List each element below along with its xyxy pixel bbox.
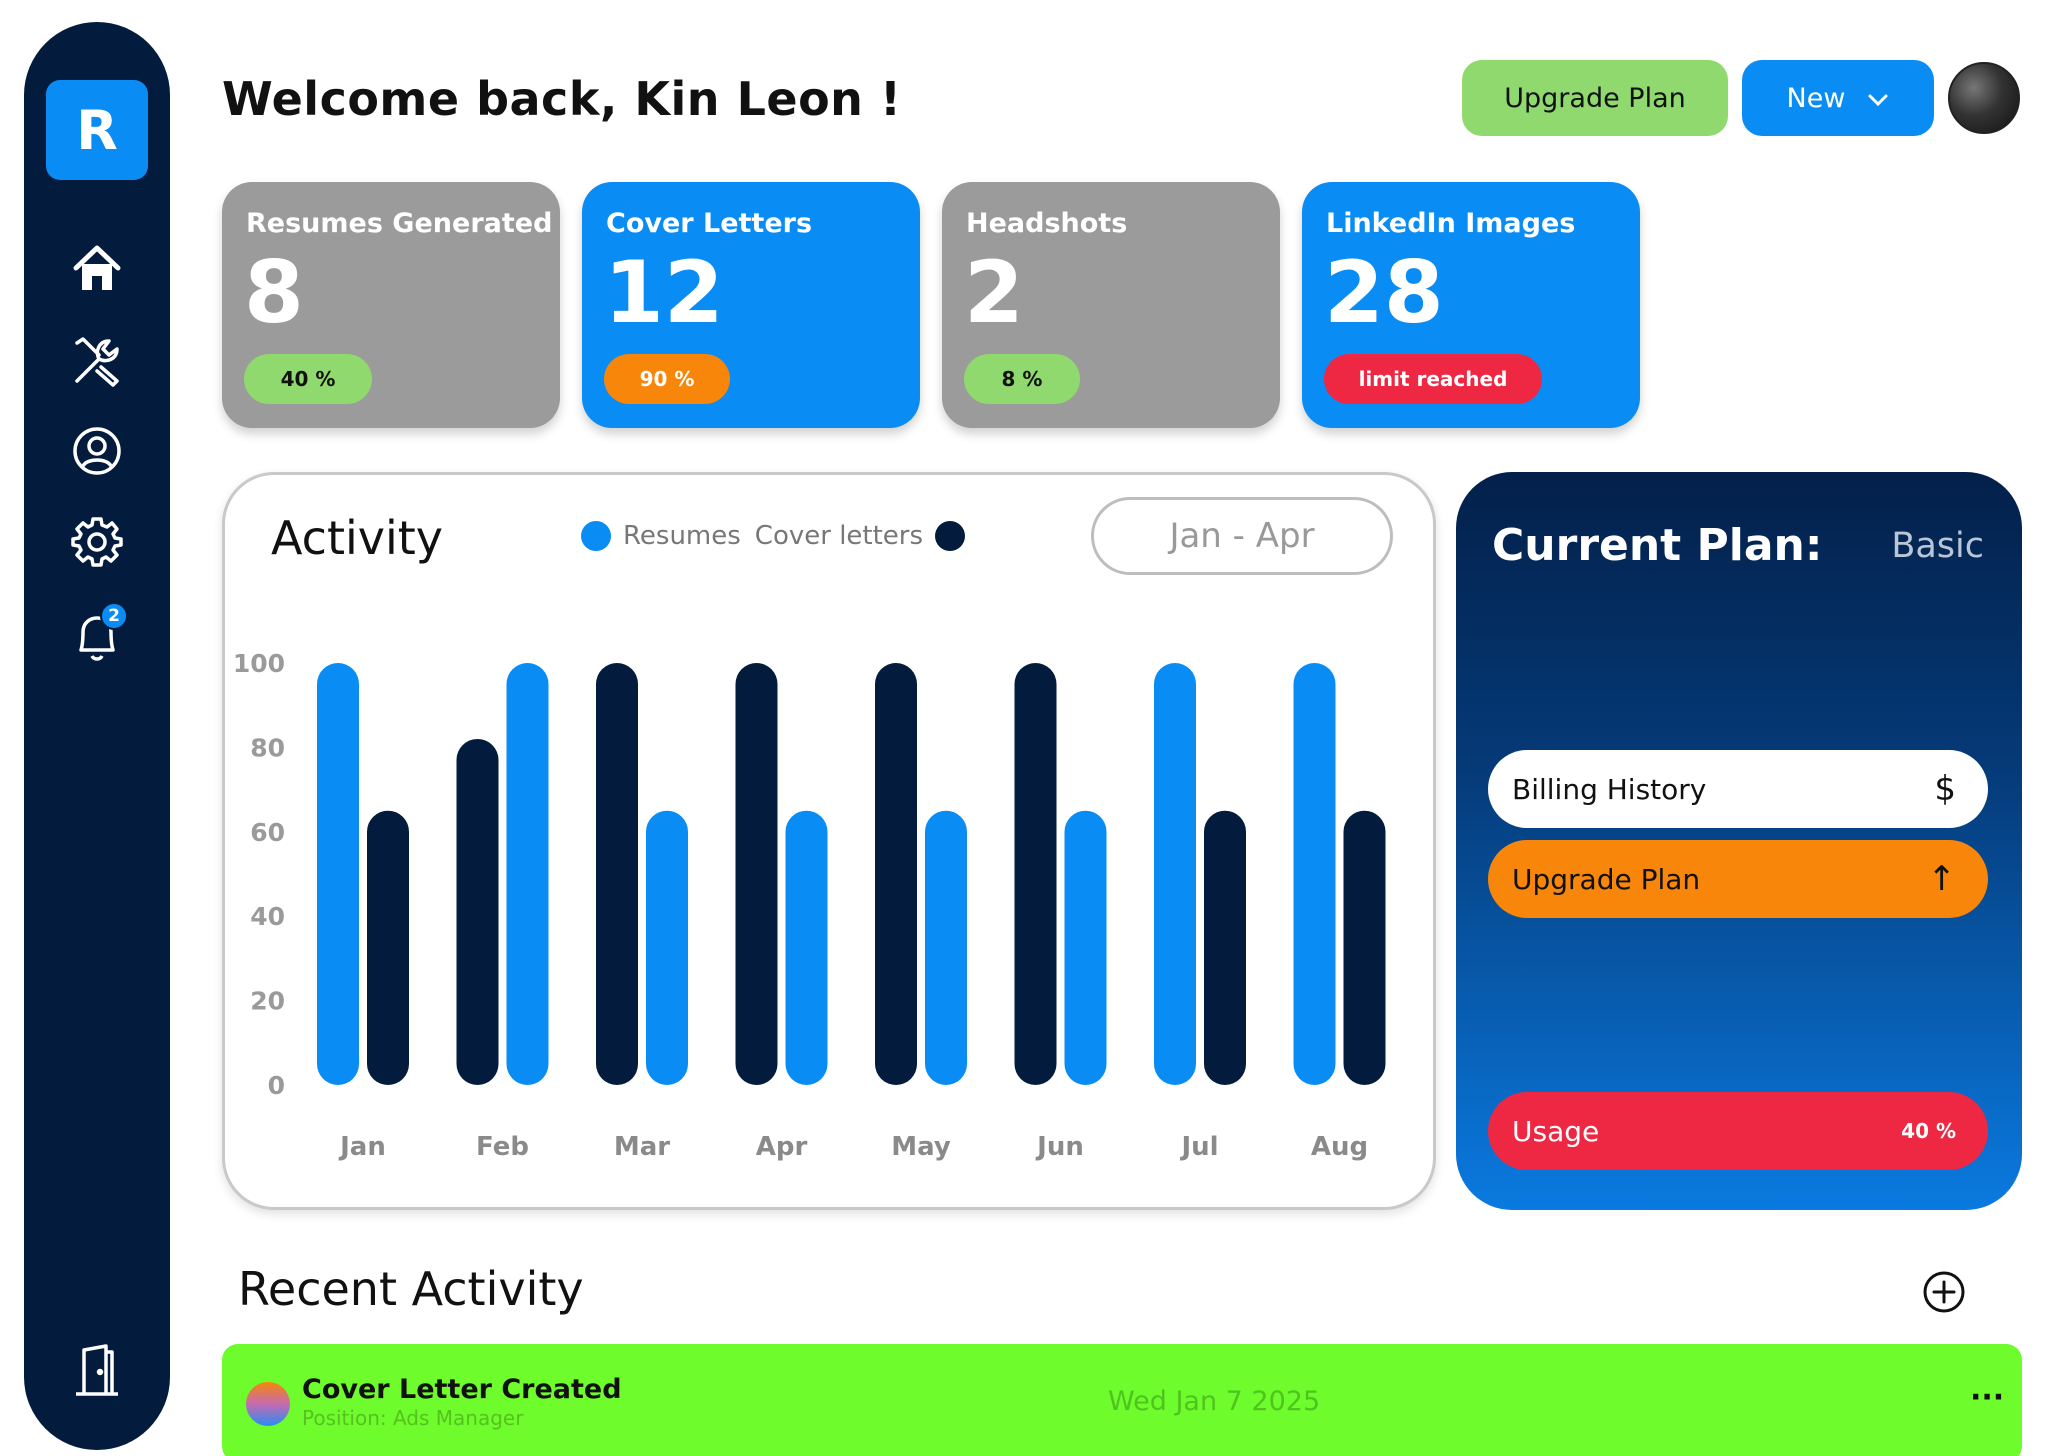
stat-badge: limit reached <box>1324 354 1542 404</box>
date-range-selector[interactable]: Jan - Apr <box>1091 497 1393 575</box>
stat-card-resumes[interactable]: Resumes Generated 8 40 % <box>222 182 560 428</box>
x-tick-label: Jul <box>1179 1132 1218 1162</box>
x-tick-label: Feb <box>476 1132 529 1162</box>
billing-history-label: Billing History <box>1512 772 1707 806</box>
bell-icon[interactable]: 2 <box>68 602 128 666</box>
bar-resumes-aug[interactable] <box>1293 663 1336 1085</box>
gear-icon[interactable] <box>68 512 126 570</box>
billing-history-button[interactable]: Billing History $ <box>1488 750 1988 828</box>
stat-card-headshots[interactable]: Headshots 2 8 % <box>942 182 1280 428</box>
sidebar: R 2 <box>24 22 170 1450</box>
welcome-heading: Welcome back, Kin Leon ! <box>222 72 902 126</box>
stat-card-title: Resumes Generated <box>246 208 553 239</box>
bar-resumes-feb[interactable] <box>506 663 549 1085</box>
recent-activity-title: Recent Activity <box>238 1262 584 1316</box>
bar-cover-letters-feb[interactable] <box>456 738 499 1085</box>
list-item[interactable]: Cover Letter Created Position: Ads Manag… <box>222 1344 2022 1456</box>
stat-badge: 40 % <box>244 354 372 404</box>
current-plan-panel: Current Plan: Basic Billing History $ Up… <box>1456 472 2022 1210</box>
more-options-icon[interactable]: ··· <box>1970 1380 2005 1415</box>
legend-cover-letters-dot <box>935 521 966 551</box>
chart-legend: Resumes Cover letters <box>581 521 966 551</box>
y-tick-label: 100 <box>233 649 285 678</box>
stat-card-value: 2 <box>964 243 1024 343</box>
activity-title: Activity <box>271 511 444 565</box>
x-tick-label: May <box>891 1132 951 1162</box>
x-tick-label: Aug <box>1311 1132 1368 1162</box>
plan-title: Current Plan: <box>1492 520 1823 571</box>
avatar[interactable] <box>1948 62 2020 134</box>
activity-subtitle: Position: Ads Manager <box>302 1406 524 1430</box>
bar-resumes-mar[interactable] <box>646 810 688 1085</box>
usage-value: 40 % <box>1901 1119 1956 1143</box>
activity-bar-chart: 0 20 40 60 80 100 Jan Feb Mar Apr May Jun Jul Aug <box>233 649 1386 1162</box>
legend-cover-letters-label: Cover letters <box>754 521 924 551</box>
legend-resumes-dot <box>581 521 611 551</box>
usage-label: Usage <box>1512 1114 1600 1148</box>
stat-card-title: Cover Letters <box>606 208 813 239</box>
bar-cover-letters-apr[interactable] <box>735 663 778 1085</box>
x-tick-label: Jun <box>1035 1132 1084 1162</box>
plan-tier: Basic <box>1891 526 1984 566</box>
bar-cover-letters-may[interactable] <box>875 663 917 1085</box>
stat-card-value: 8 <box>244 243 304 343</box>
bar-cover-letters-jun[interactable] <box>1014 663 1057 1085</box>
user-circle-icon[interactable] <box>68 422 126 480</box>
new-button[interactable]: New <box>1742 60 1934 136</box>
stat-card-linkedin-images[interactable]: LinkedIn Images 28 limit reached <box>1302 182 1640 428</box>
activity-panel: Activity Resumes Cover letters Jan - Apr… <box>222 472 1436 1210</box>
door-icon[interactable] <box>68 1342 126 1400</box>
y-tick-label: 40 <box>250 902 285 931</box>
stat-card-value: 12 <box>604 243 724 343</box>
plan-upgrade-button[interactable]: Upgrade Plan ↑ <box>1488 840 1988 918</box>
stat-badge: 90 % <box>604 354 730 404</box>
home-icon[interactable] <box>68 240 126 298</box>
stat-badge: 8 % <box>964 354 1080 404</box>
activity-title-text: Cover Letter Created <box>302 1374 622 1405</box>
app-logo[interactable]: R <box>46 80 148 180</box>
chevron-down-icon <box>1867 83 1889 114</box>
plan-upgrade-label: Upgrade Plan <box>1512 862 1701 896</box>
y-tick-label: 60 <box>250 818 285 847</box>
dollar-icon: $ <box>1934 769 1956 809</box>
add-circle-icon[interactable] <box>1922 1270 1966 1314</box>
bar-cover-letters-jul[interactable] <box>1204 810 1246 1085</box>
bar-cover-letters-aug[interactable] <box>1343 810 1386 1085</box>
activity-avatar-icon <box>246 1382 290 1426</box>
y-tick-label: 80 <box>250 733 285 762</box>
upgrade-plan-button[interactable]: Upgrade Plan <box>1462 60 1728 136</box>
stat-card-title: LinkedIn Images <box>1326 208 1576 239</box>
legend-resumes-label: Resumes <box>623 521 741 551</box>
notification-badge: 2 <box>100 602 128 630</box>
bar-resumes-may[interactable] <box>925 810 967 1085</box>
bar-resumes-jul[interactable] <box>1154 663 1196 1085</box>
x-tick-label: Apr <box>756 1132 808 1162</box>
x-tick-label: Mar <box>614 1132 670 1162</box>
tools-icon[interactable] <box>68 332 126 390</box>
bar-cover-letters-jan[interactable] <box>367 810 409 1085</box>
stat-card-cover-letters[interactable]: Cover Letters 12 90 % <box>582 182 920 428</box>
usage-button[interactable]: Usage 40 % <box>1488 1092 1988 1170</box>
y-tick-label: 0 <box>268 1071 285 1100</box>
activity-date: Wed Jan 7 2025 <box>1108 1386 1321 1417</box>
y-tick-label: 20 <box>250 987 285 1016</box>
bar-resumes-jan[interactable] <box>317 663 359 1085</box>
bar-cover-letters-mar[interactable] <box>596 663 638 1085</box>
stat-card-value: 28 <box>1324 243 1444 343</box>
bar-resumes-apr[interactable] <box>785 810 828 1085</box>
x-tick-label: Jan <box>338 1132 386 1162</box>
arrow-up-icon: ↑ <box>1927 859 1957 899</box>
new-button-label: New <box>1786 82 1846 114</box>
stat-card-title: Headshots <box>966 208 1128 239</box>
bar-resumes-jun[interactable] <box>1064 810 1107 1085</box>
